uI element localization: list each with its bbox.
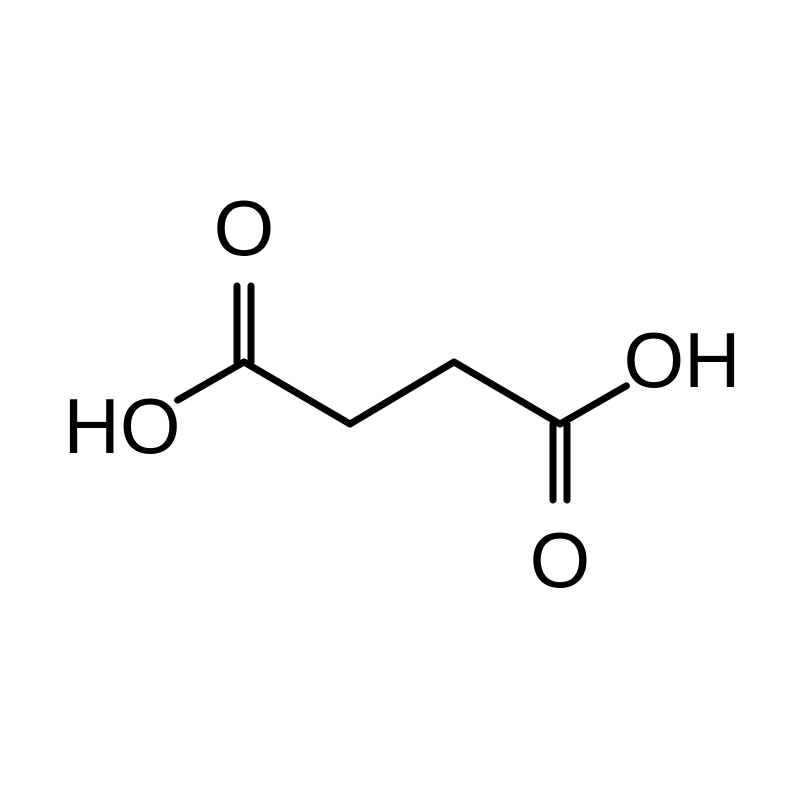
atom-label-o2_dbl: O: [530, 516, 591, 604]
bond-line: [178, 362, 244, 400]
bond-line: [350, 362, 454, 424]
bond-line: [244, 362, 350, 424]
atom-label-o2_oh: OH: [624, 316, 741, 404]
bond-line: [454, 362, 560, 424]
bond-line: [560, 386, 626, 424]
chemical-structure-svg: O HO O OH: [0, 0, 800, 800]
atom-label-o1_oh: HO: [64, 382, 181, 470]
atom-label-o1_dbl: O: [214, 184, 275, 272]
